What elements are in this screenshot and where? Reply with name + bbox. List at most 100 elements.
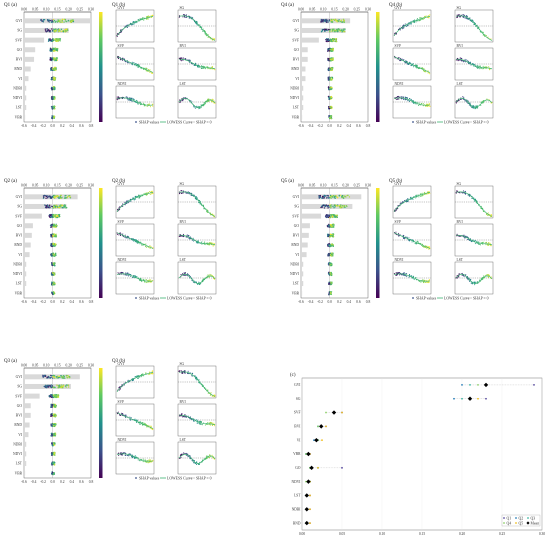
shap-point [120,31,122,33]
feature-label: SG [17,29,22,33]
shap-point [204,33,206,35]
shap-point [54,413,56,416]
shap-point [429,14,431,16]
shap-point [140,18,143,20]
shap-point [149,247,151,250]
shap-point [132,240,135,242]
shap-point [130,417,132,419]
shap-point [198,379,200,381]
shap-point [322,197,324,199]
colorbar [99,188,103,298]
shap-point [149,425,151,427]
shap-point [51,253,53,256]
shap-point [324,28,327,31]
feature-label: VI [18,253,23,257]
shap-point [48,39,50,42]
shap-point [53,50,55,52]
shap-tick-label: 0.2 [60,124,65,128]
importance-bar [301,242,308,248]
shap-point [51,264,54,266]
shap-point [472,20,474,22]
shap-point [51,117,54,119]
shap-point [136,375,138,377]
shap-point [53,19,56,22]
feature-label: SVF [15,214,22,218]
colorbar [376,12,380,122]
shap-point [50,69,52,71]
shap-point [412,63,414,65]
shap-point [329,30,331,32]
shap-point [416,67,418,69]
shap-point [328,88,330,91]
shap-point [53,69,55,72]
shap-point [460,98,462,100]
importance-bar [24,105,27,111]
shap-point [461,60,463,62]
shap-point [49,385,51,387]
feature-label: NDBI [290,86,300,90]
shap-point [328,69,330,72]
shap-point [53,464,56,466]
shap-point [419,19,421,22]
shap-point [428,17,430,19]
shap-point [133,62,135,64]
shap-point [400,95,402,98]
shap-point [334,206,336,208]
shap-point [418,102,420,104]
shap-point [58,197,60,199]
shap-point [330,197,332,199]
shap-tick-label: 0.4 [70,480,75,484]
shap-point [320,18,323,21]
shap-point [198,201,200,204]
shap-point [51,77,53,79]
shap-point [72,19,74,21]
importance-tick-label: 0.20 [66,364,72,368]
importance-tick-label: 0.20 [66,184,72,188]
shap-point [207,68,209,70]
subplot-frame [115,403,155,437]
shap-point [472,63,474,65]
shap-point [323,194,325,197]
shap-point [398,96,400,98]
shap-point [417,67,419,69]
shap-point [455,102,457,104]
importance-bar [24,403,31,409]
shap-point [410,65,412,67]
shap-point [180,101,182,103]
shap-point [182,272,184,275]
shap-point [200,421,202,423]
shap-point [130,22,132,24]
shap-point [194,107,197,109]
shap-point [203,30,206,32]
shap-point [464,17,466,19]
shap-point [126,454,128,457]
shap-point [66,28,68,30]
shap-point [186,234,188,236]
beeswarm-panel: Q5 (a)0.00 0.05 0.10 0.15 0.20 0.25 0.30GVISGS… [281,179,380,304]
shap-point [332,57,334,60]
shap-point [134,455,137,457]
feature-label: RND [14,423,22,427]
feature-label: BVI [16,234,23,238]
shap-point [141,280,143,283]
shap-point [44,375,47,377]
shap-point [328,39,331,42]
shap-point [183,272,185,274]
subplot-label: BVI [457,44,464,48]
shap-point [428,15,430,17]
shap-point [192,420,195,422]
shap-point [327,195,330,197]
shap-point [133,21,135,23]
shap-point [60,384,63,386]
shap-point [179,370,181,372]
shap-point [399,60,401,62]
shap-point [199,420,201,422]
shap-point [119,59,121,61]
shap-point [132,238,134,240]
shap-point [51,40,53,42]
shap-point [324,205,326,208]
shap-point [124,414,126,416]
shap-point [120,272,122,274]
shap-point [196,463,198,466]
shap-point [196,197,198,199]
